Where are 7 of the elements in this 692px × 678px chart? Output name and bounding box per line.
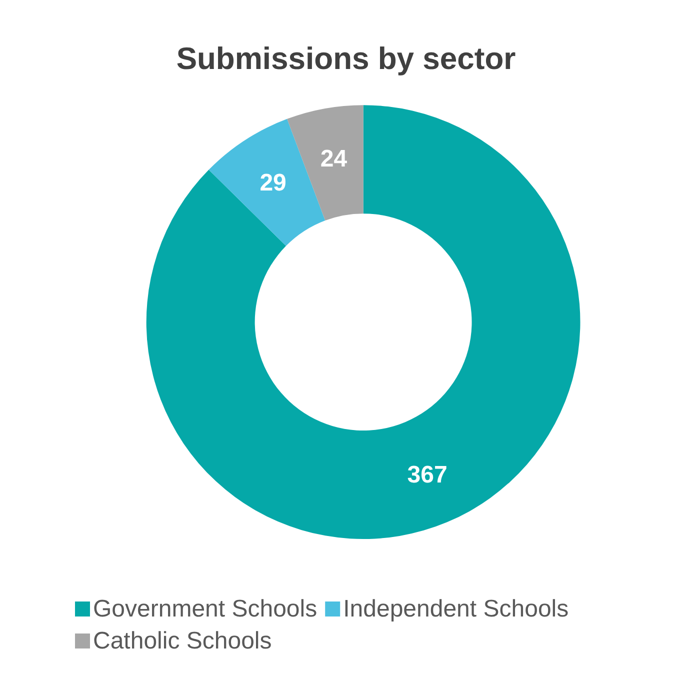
chart-title: Submissions by sector (176, 41, 516, 76)
legend-label: Government Schools (93, 596, 318, 622)
data-label: 29 (260, 170, 286, 197)
data-label: 367 (407, 461, 448, 488)
legend-label: Catholic Schools (93, 628, 272, 654)
data-label: 24 (320, 145, 348, 172)
legend-label: Independent Schools (343, 596, 569, 622)
